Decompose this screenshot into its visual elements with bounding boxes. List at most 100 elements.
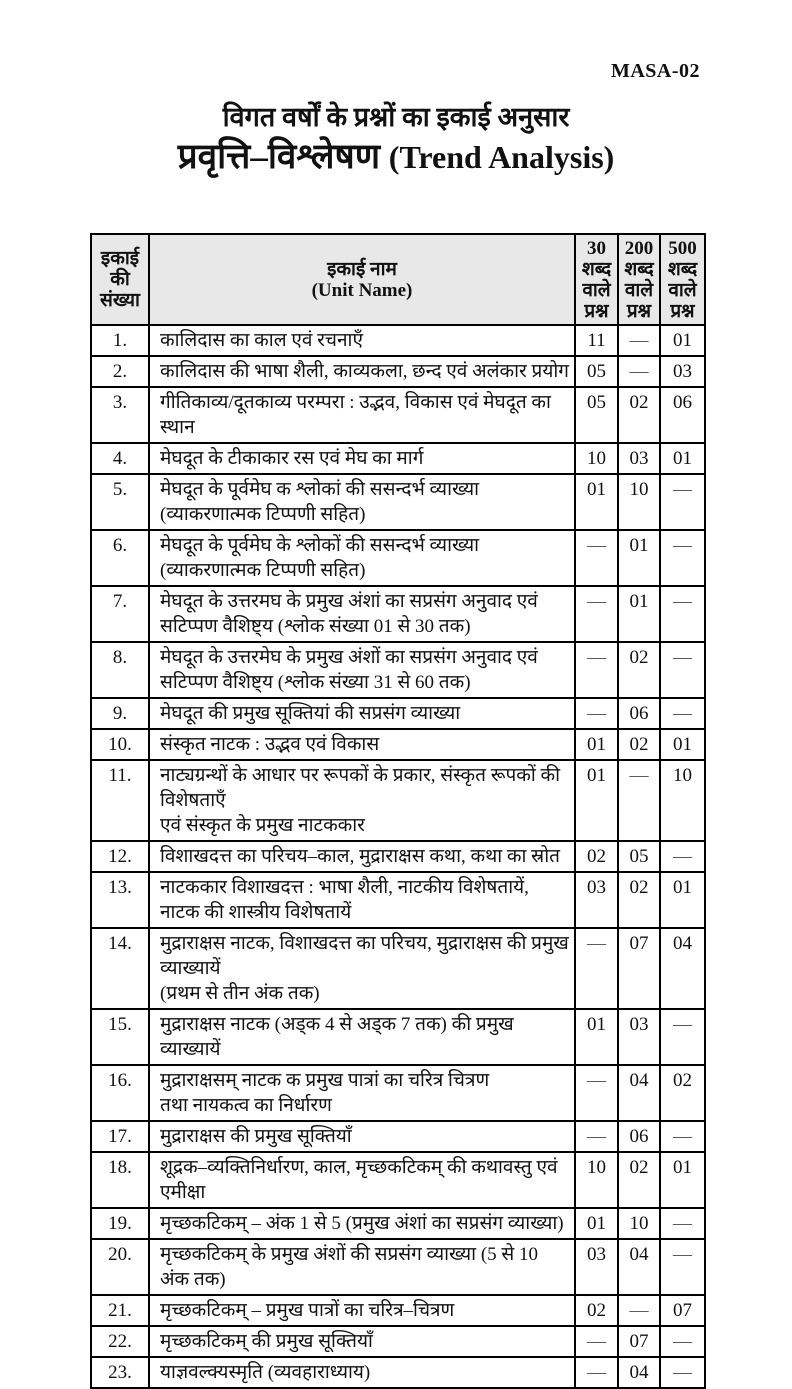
count-cell-q500: 06 — [659, 386, 706, 444]
table-row: 17. मुद्राराक्षस की प्रमुख सूक्तियाँ —06— — [90, 1120, 706, 1153]
unit-name-line: (व्याकरणात्मक टिप्पणी सहित) — [160, 504, 366, 525]
count-cell-q200: 01 — [617, 585, 661, 643]
unit-name-line: संस्कृत नाटक : उद्भव एवं विकास — [160, 734, 380, 755]
count-cell-q200: 04 — [617, 1238, 661, 1296]
unit-name-line: मृच्छकटिकम् की प्रमुख सूक्तियाँ — [160, 1331, 373, 1352]
count-cell-q500: — — [659, 1120, 706, 1153]
unit-name-cell: मृच्छकटिकम् के प्रमुख अंशों की सप्रसंग व… — [148, 1238, 576, 1296]
page-code: MASA-02 — [610, 60, 700, 82]
unit-number-cell: 22. — [90, 1325, 150, 1358]
count-cell-q500: 10 — [659, 759, 706, 842]
unit-name-line: मुद्राराक्षस नाटक, विशाखदत्त का परिचय, म… — [160, 933, 569, 979]
table-row: 2. कालिदास की भाषा शैली, काव्यकला, छन्द ए… — [90, 355, 706, 388]
table-row: 5. मेघदूत के पूर्वमेघ क श्लोकां की ससन्दर… — [90, 473, 706, 531]
count-cell-q30: 01 — [574, 473, 619, 531]
count-cell-q30: — — [574, 585, 619, 643]
count-cell-q30: 03 — [574, 871, 619, 929]
count-cell-q30: 01 — [574, 1008, 619, 1066]
unit-name-cell: गीतिकाव्य/दूतकाव्य परम्परा : उद्भव, विका… — [148, 386, 576, 444]
table-row: 6. मेघदूत के पूर्वमेघ के श्लोकों की ससन्द… — [90, 529, 706, 587]
unit-name-cell: नाट्यग्रन्थों के आधार पर रूपकों के प्रका… — [148, 759, 576, 842]
unit-name-line: मेघदूत के पूर्वमेघ के श्लोकों की ससन्दर्… — [160, 535, 480, 556]
unit-name-cell: मुद्राराक्षस की प्रमुख सूक्तियाँ — [148, 1120, 576, 1153]
count-cell-q200: 02 — [617, 871, 661, 929]
count-cell-q30: — — [574, 697, 619, 730]
count-cell-q200: — — [617, 324, 661, 357]
table-row: 1. कालिदास का काल एवं रचनाएँ 11—01 — [90, 324, 706, 357]
table-row: 12. विशाखदत्त का परिचय–काल, मुद्राराक्षस … — [90, 840, 706, 873]
table-header: इकाई की संख्या इकाई नाम (Unit Name) 30 श… — [90, 233, 706, 326]
unit-name-line: मेघदूत के उत्तरमघ के प्रमुख अंशां का सप्… — [160, 591, 538, 612]
unit-name-line: मुद्राराक्षस नाटक (अड्क 4 से अड्क 7 तक) … — [160, 1014, 514, 1060]
unit-name-line: विशाखदत्त का परिचय–काल, मुद्राराक्षस कथा… — [160, 846, 560, 867]
unit-number-cell: 13. — [90, 871, 150, 929]
unit-name-cell: मुद्राराक्षस नाटक (अड्क 4 से अड्क 7 तक) … — [148, 1008, 576, 1066]
table-row: 23. याज्ञवल्क्यस्मृति (व्यवहाराध्याय) —04— — [90, 1356, 706, 1389]
unit-name-cell: शूद्रक–व्यक्तिनिर्धारण, काल, मृच्छकटिकम्… — [148, 1151, 576, 1209]
unit-name-line: मेघदूत के उत्तरमेघ के प्रमुख अंशों का सप… — [160, 647, 538, 668]
count-cell-q30: — — [574, 529, 619, 587]
unit-name-cell: कालिदास का काल एवं रचनाएँ — [148, 324, 576, 357]
unit-name-line: मुद्राराक्षस की प्रमुख सूक्तियाँ — [160, 1126, 352, 1147]
count-cell-q30: 05 — [574, 386, 619, 444]
unit-number-cell: 2. — [90, 355, 150, 388]
count-cell-q500: — — [659, 473, 706, 531]
unit-number-cell: 4. — [90, 442, 150, 475]
count-cell-q200: 04 — [617, 1064, 661, 1122]
unit-name-line: मृच्छकटिकम् – प्रमुख पात्रों का चरित्र–च… — [160, 1300, 455, 1321]
table-row: 9. मेघदूत की प्रमुख सूक्तियां की सप्रसंग … — [90, 697, 706, 730]
count-cell-q200: 06 — [617, 1120, 661, 1153]
count-cell-q30: — — [574, 1120, 619, 1153]
count-cell-q200: 07 — [617, 927, 661, 1010]
count-cell-q30: 02 — [574, 1294, 619, 1327]
unit-name-line: याज्ञवल्क्यस्मृति (व्यवहाराध्याय) — [160, 1362, 371, 1383]
unit-name-line: सटिप्पण वैशिष्ट्य (श्लोक संख्या 01 से 30… — [160, 616, 471, 637]
unit-name-line: कालिदास की भाषा शैली, काव्यकला, छन्द एवं… — [160, 361, 569, 382]
unit-name-cell: मुद्राराक्षस नाटक, विशाखदत्त का परिचय, म… — [148, 927, 576, 1010]
unit-number-cell: 5. — [90, 473, 150, 531]
table-row: 21. मृच्छकटिकम् – प्रमुख पात्रों का चरित्… — [90, 1294, 706, 1327]
unit-name-cell: संस्कृत नाटक : उद्भव एवं विकास — [148, 728, 576, 761]
count-cell-q500: — — [659, 1238, 706, 1296]
unit-number-cell: 17. — [90, 1120, 150, 1153]
table-row: 8. मेघदूत के उत्तरमेघ के प्रमुख अंशों का … — [90, 641, 706, 699]
page-title-line2: प्रवृत्ति–विश्लेषण (Trend Analysis) — [0, 134, 792, 180]
count-cell-q500: 01 — [659, 871, 706, 929]
table-row: 16. मुद्राराक्षसम् नाटक क प्रमुख पात्रां … — [90, 1064, 706, 1122]
unit-name-line: कालिदास का काल एवं रचनाएँ — [160, 330, 363, 351]
table-row: 15. मुद्राराक्षस नाटक (अड्क 4 से अड्क 7 त… — [90, 1008, 706, 1066]
table-row: 13. नाटककार विशाखदत्त : भाषा शैली, नाटकीय… — [90, 871, 706, 929]
count-cell-q30: 10 — [574, 1151, 619, 1209]
unit-name-cell: मेघदूत के उत्तरमघ के प्रमुख अंशां का सप्… — [148, 585, 576, 643]
count-cell-q500: 02 — [659, 1064, 706, 1122]
table-row: 14. मुद्राराक्षस नाटक, विशाखदत्त का परिचय… — [90, 927, 706, 1010]
unit-name-cell: मुद्राराक्षसम् नाटक क प्रमुख पात्रां का … — [148, 1064, 576, 1122]
unit-number-cell: 9. — [90, 697, 150, 730]
unit-name-line: नाटककार विशाखदत्त : भाषा शैली, नाटकीय वि… — [160, 877, 529, 898]
unit-number-cell: 11. — [90, 759, 150, 842]
count-cell-q500: 07 — [659, 1294, 706, 1327]
unit-name-cell: याज्ञवल्क्यस्मृति (व्यवहाराध्याय) — [148, 1356, 576, 1389]
unit-name-line: मेघदूत की प्रमुख सूक्तियां की सप्रसंग व्… — [160, 703, 461, 724]
count-cell-q200: 02 — [617, 641, 661, 699]
count-cell-q200: 03 — [617, 442, 661, 475]
count-cell-q500: 04 — [659, 927, 706, 1010]
unit-name-line: नाट्यग्रन्थों के आधार पर रूपकों के प्रका… — [160, 765, 561, 811]
unit-number-cell: 7. — [90, 585, 150, 643]
unit-name-line: मेघदूत के टीकाकार रस एवं मेघ का मार्ग — [160, 448, 424, 469]
count-cell-q200: 02 — [617, 1151, 661, 1209]
unit-number-cell: 6. — [90, 529, 150, 587]
page-title-line1: विगत वर्षों के प्रश्नों का इकाई अनुसार — [222, 102, 570, 132]
count-cell-q200: — — [617, 355, 661, 388]
unit-name-cell: विशाखदत्त का परिचय–काल, मुद्राराक्षस कथा… — [148, 840, 576, 873]
unit-name-line: शूद्रक–व्यक्तिनिर्धारण, काल, मृच्छकटिकम्… — [160, 1157, 558, 1203]
trend-analysis-table: इकाई की संख्या इकाई नाम (Unit Name) 30 श… — [90, 233, 706, 1389]
unit-number-cell: 8. — [90, 641, 150, 699]
unit-name-line: तथा नायकत्व का निर्धारण — [160, 1095, 332, 1116]
header-q500: 500 शब्द वाले प्रश्न — [659, 233, 706, 326]
unit-name-cell: मेघदूत के उत्तरमेघ के प्रमुख अंशों का सप… — [148, 641, 576, 699]
unit-name-line: (व्याकरणात्मक टिप्पणी सहित) — [160, 560, 366, 581]
unit-name-cell: मेघदूत के पूर्वमेघ क श्लोकां की ससन्दर्भ… — [148, 473, 576, 531]
count-cell-q200: 02 — [617, 728, 661, 761]
unit-number-cell: 1. — [90, 324, 150, 357]
